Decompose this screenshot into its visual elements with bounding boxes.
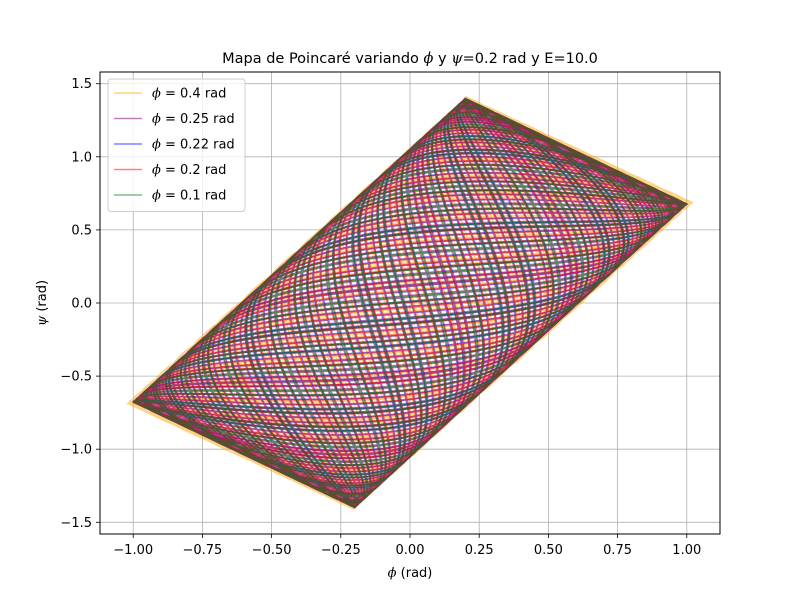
legend-label: ϕ = 0.22 rad bbox=[152, 138, 235, 153]
chart-title: Mapa de Poincaré variando ϕ y ψ=0.2 rad … bbox=[222, 51, 598, 67]
legend: ϕ = 0.4 rad ϕ = 0.25 rad ϕ = 0.22 rad ϕ = 0… bbox=[107, 78, 246, 212]
legend-label: ϕ = 0.1 rad bbox=[152, 189, 226, 204]
legend-label: ϕ = 0.2 rad bbox=[152, 163, 226, 178]
x-tick-label: 0.75 bbox=[603, 543, 632, 558]
axis-ticks: −1.00 −0.75 −0.50 −0.25 0.00 0.25 0.50 0.75 1.00… bbox=[60, 77, 701, 558]
x-tick-label: −0.50 bbox=[252, 543, 292, 558]
plot-curves bbox=[126, 95, 693, 510]
x-tick-label: 0.00 bbox=[396, 543, 425, 558]
y-tick-label: 0.5 bbox=[71, 223, 92, 238]
series-line bbox=[132, 97, 689, 509]
x-tick-label: 0.25 bbox=[465, 543, 494, 558]
y-axis-title: ψ (rad) bbox=[35, 280, 50, 326]
x-axis-title: ϕ (rad) bbox=[388, 566, 433, 581]
legend-label: ϕ = 0.4 rad bbox=[152, 87, 226, 102]
y-tick-label: 1.5 bbox=[71, 77, 92, 92]
legend-box bbox=[107, 78, 246, 212]
x-tick-label: −0.75 bbox=[182, 543, 222, 558]
legend-label: ϕ = 0.25 rad bbox=[152, 112, 235, 127]
y-tick-label: 0.0 bbox=[71, 297, 92, 312]
y-tick-label: −1.5 bbox=[60, 516, 92, 531]
x-tick-label: 0.50 bbox=[534, 543, 563, 558]
y-tick-label: −0.5 bbox=[60, 370, 92, 385]
y-tick-label: 1.0 bbox=[71, 150, 92, 165]
x-tick-label: −1.00 bbox=[113, 543, 153, 558]
x-tick-label: 1.00 bbox=[672, 543, 701, 558]
x-tick-label: −0.25 bbox=[321, 543, 361, 558]
y-tick-label: −1.0 bbox=[60, 443, 92, 458]
